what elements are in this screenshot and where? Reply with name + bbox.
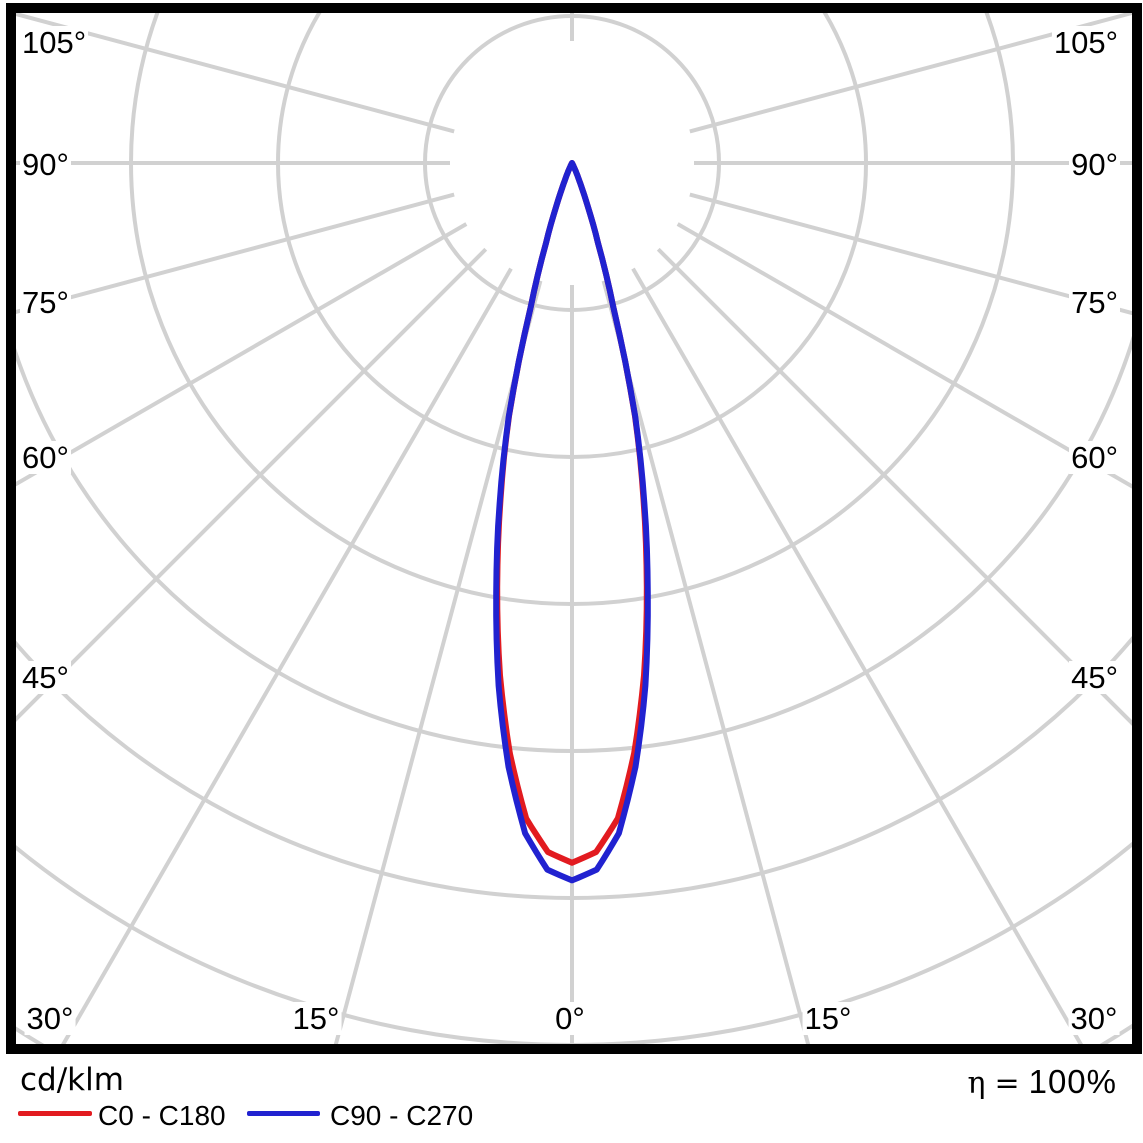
angle-label-bottom-1-15°: 15° [290,1001,342,1036]
units-label: cd/klm [20,1062,124,1098]
angle-label-left-75°: 75° [20,285,71,320]
legend-swatch-c90-c270 [247,1111,320,1116]
curve-c90-c270 [493,160,651,884]
eta-equals: = [994,1066,1020,1101]
radial-line-75deg [689,192,1132,316]
angle-label-right-105°: 105° [1051,25,1120,60]
angle-label-bottom-4-30°: 30° [1068,1001,1120,1036]
efficiency-readout: η = 100% [967,1063,1117,1101]
angle-label-left-45°: 45° [20,660,71,695]
angle-label-right-45°: 45° [1069,660,1120,695]
radial-line--15deg [333,280,543,1045]
angle-label-left-90°: 90° [20,147,71,182]
legend-swatch-c0-c180 [18,1111,92,1116]
radial-line-45deg [656,247,1132,726]
legend-label-c90-c270: C90 - C270 [330,1100,474,1131]
eta-symbol: η [967,1066,986,1101]
angle-label-right-60°: 60° [1069,440,1120,475]
angle-label-bottom-3-15°: 15° [802,1001,854,1036]
radial-line--75deg [16,192,455,315]
radial-line--60deg [16,222,468,487]
angle-label-left-105°: 105° [20,25,89,60]
plot-border [6,3,1142,1054]
radial-line-15deg [601,280,811,1045]
radial-line-60deg [676,222,1132,489]
eta-value: 100% [1028,1063,1117,1100]
angle-label-right-75°: 75° [1069,285,1120,320]
radial-line--45deg [16,247,488,722]
angle-label-right-90°: 90° [1069,147,1120,182]
radial-line-105deg [689,13,1132,134]
radial-line--105deg [16,13,455,134]
angle-label-left-60°: 60° [20,440,71,475]
radial-line--30deg [60,267,513,1045]
legend-label-c0-c180: C0 - C180 [98,1100,226,1131]
radial-line-30deg [631,267,1084,1045]
angle-label-bottom-2-0°: 0° [553,1001,587,1036]
angle-label-bottom-0-30°: 30° [24,1001,76,1036]
